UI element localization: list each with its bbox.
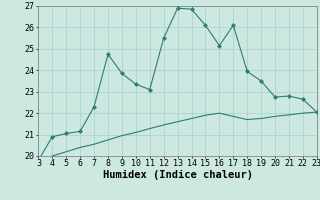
- X-axis label: Humidex (Indice chaleur): Humidex (Indice chaleur): [103, 170, 252, 180]
